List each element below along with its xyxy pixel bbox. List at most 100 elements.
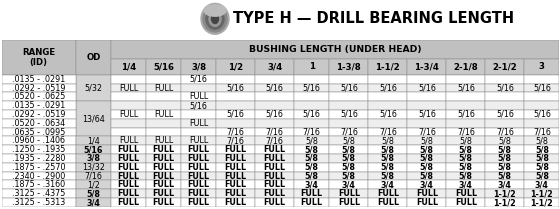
Text: 3/4: 3/4 <box>305 180 319 189</box>
Text: 7/16: 7/16 <box>340 127 358 136</box>
Bar <box>181 172 216 181</box>
Text: 7/16: 7/16 <box>457 127 475 136</box>
Text: FULL: FULL <box>416 189 438 198</box>
Bar <box>2 136 76 145</box>
Text: 5/16: 5/16 <box>266 84 284 93</box>
Bar <box>216 145 255 154</box>
Bar <box>181 110 216 119</box>
Bar <box>294 181 329 189</box>
Bar <box>407 59 446 75</box>
Bar <box>146 75 181 84</box>
Bar <box>76 136 111 145</box>
Bar <box>329 181 368 189</box>
Bar <box>407 128 446 136</box>
Text: 7/16: 7/16 <box>266 136 284 145</box>
Bar <box>216 128 255 136</box>
Bar <box>2 119 76 128</box>
Bar <box>294 110 329 119</box>
Bar <box>111 101 146 110</box>
Text: 3/4: 3/4 <box>459 180 473 189</box>
Bar <box>524 119 559 128</box>
Text: 3/4: 3/4 <box>267 62 282 71</box>
Bar <box>446 145 486 154</box>
Text: 5/8: 5/8 <box>381 136 394 145</box>
Ellipse shape <box>203 6 227 32</box>
Bar <box>146 119 181 128</box>
Bar <box>76 154 111 163</box>
Bar <box>216 75 255 84</box>
Bar <box>524 128 559 136</box>
Text: 7/16: 7/16 <box>266 127 284 136</box>
Text: .0292 - .0519: .0292 - .0519 <box>12 84 66 93</box>
Text: 5/16: 5/16 <box>227 84 245 93</box>
Bar <box>407 75 446 84</box>
Text: 5/8: 5/8 <box>459 154 473 163</box>
Bar <box>368 136 407 145</box>
Bar <box>294 101 329 110</box>
Text: 5/16: 5/16 <box>190 75 208 84</box>
Bar <box>446 189 486 198</box>
Text: 5/16: 5/16 <box>340 110 358 119</box>
Bar <box>2 110 76 119</box>
Text: FULL: FULL <box>119 84 138 93</box>
Text: 5/8: 5/8 <box>342 136 355 145</box>
Bar <box>368 101 407 110</box>
Text: 5/8: 5/8 <box>342 163 356 172</box>
Bar <box>255 145 294 154</box>
Bar <box>294 128 329 136</box>
Text: 13/32: 13/32 <box>82 163 105 172</box>
Text: 5/8: 5/8 <box>421 136 433 145</box>
Text: 1/2: 1/2 <box>87 180 100 189</box>
Text: 5/8: 5/8 <box>381 172 395 181</box>
Text: 7/16: 7/16 <box>303 127 321 136</box>
Bar <box>368 172 407 181</box>
Text: .0292 - .0519: .0292 - .0519 <box>12 110 66 119</box>
Bar <box>407 101 446 110</box>
Text: FULL: FULL <box>264 145 286 154</box>
Bar <box>524 145 559 154</box>
Text: OD: OD <box>86 53 101 62</box>
Bar <box>181 145 216 154</box>
Bar <box>111 92 146 101</box>
Text: FULL: FULL <box>264 189 286 198</box>
Bar <box>294 136 329 145</box>
Text: FULL: FULL <box>118 154 139 163</box>
Text: 5/16: 5/16 <box>266 110 284 119</box>
Bar <box>294 75 329 84</box>
Text: FULL: FULL <box>152 198 175 207</box>
Bar <box>329 101 368 110</box>
Bar <box>329 84 368 92</box>
Bar <box>407 163 446 172</box>
Bar <box>446 154 486 163</box>
Bar <box>2 40 76 75</box>
Bar <box>446 172 486 181</box>
Bar <box>524 198 559 207</box>
Bar <box>368 145 407 154</box>
Bar <box>255 128 294 136</box>
Text: FULL: FULL <box>225 189 247 198</box>
Bar <box>146 84 181 92</box>
Bar <box>255 92 294 101</box>
Bar <box>446 128 486 136</box>
Bar <box>524 59 559 75</box>
Bar <box>76 75 111 101</box>
Text: FULL: FULL <box>225 198 247 207</box>
Text: FULL: FULL <box>119 136 138 145</box>
Bar <box>524 110 559 119</box>
Text: 7/16: 7/16 <box>496 127 514 136</box>
Bar <box>524 101 559 110</box>
Text: 5/8: 5/8 <box>305 145 319 154</box>
Bar <box>146 154 181 163</box>
Text: 7/16: 7/16 <box>418 127 436 136</box>
Bar <box>294 189 329 198</box>
Bar <box>486 163 524 172</box>
Bar <box>216 136 255 145</box>
Bar <box>446 84 486 92</box>
Text: FULL: FULL <box>377 189 399 198</box>
Bar <box>524 181 559 189</box>
Text: 7/16: 7/16 <box>227 136 245 145</box>
Text: 5/16: 5/16 <box>153 62 174 71</box>
Text: 5/8: 5/8 <box>420 163 434 172</box>
Text: FULL: FULL <box>377 198 399 207</box>
Text: 5/16: 5/16 <box>457 84 475 93</box>
